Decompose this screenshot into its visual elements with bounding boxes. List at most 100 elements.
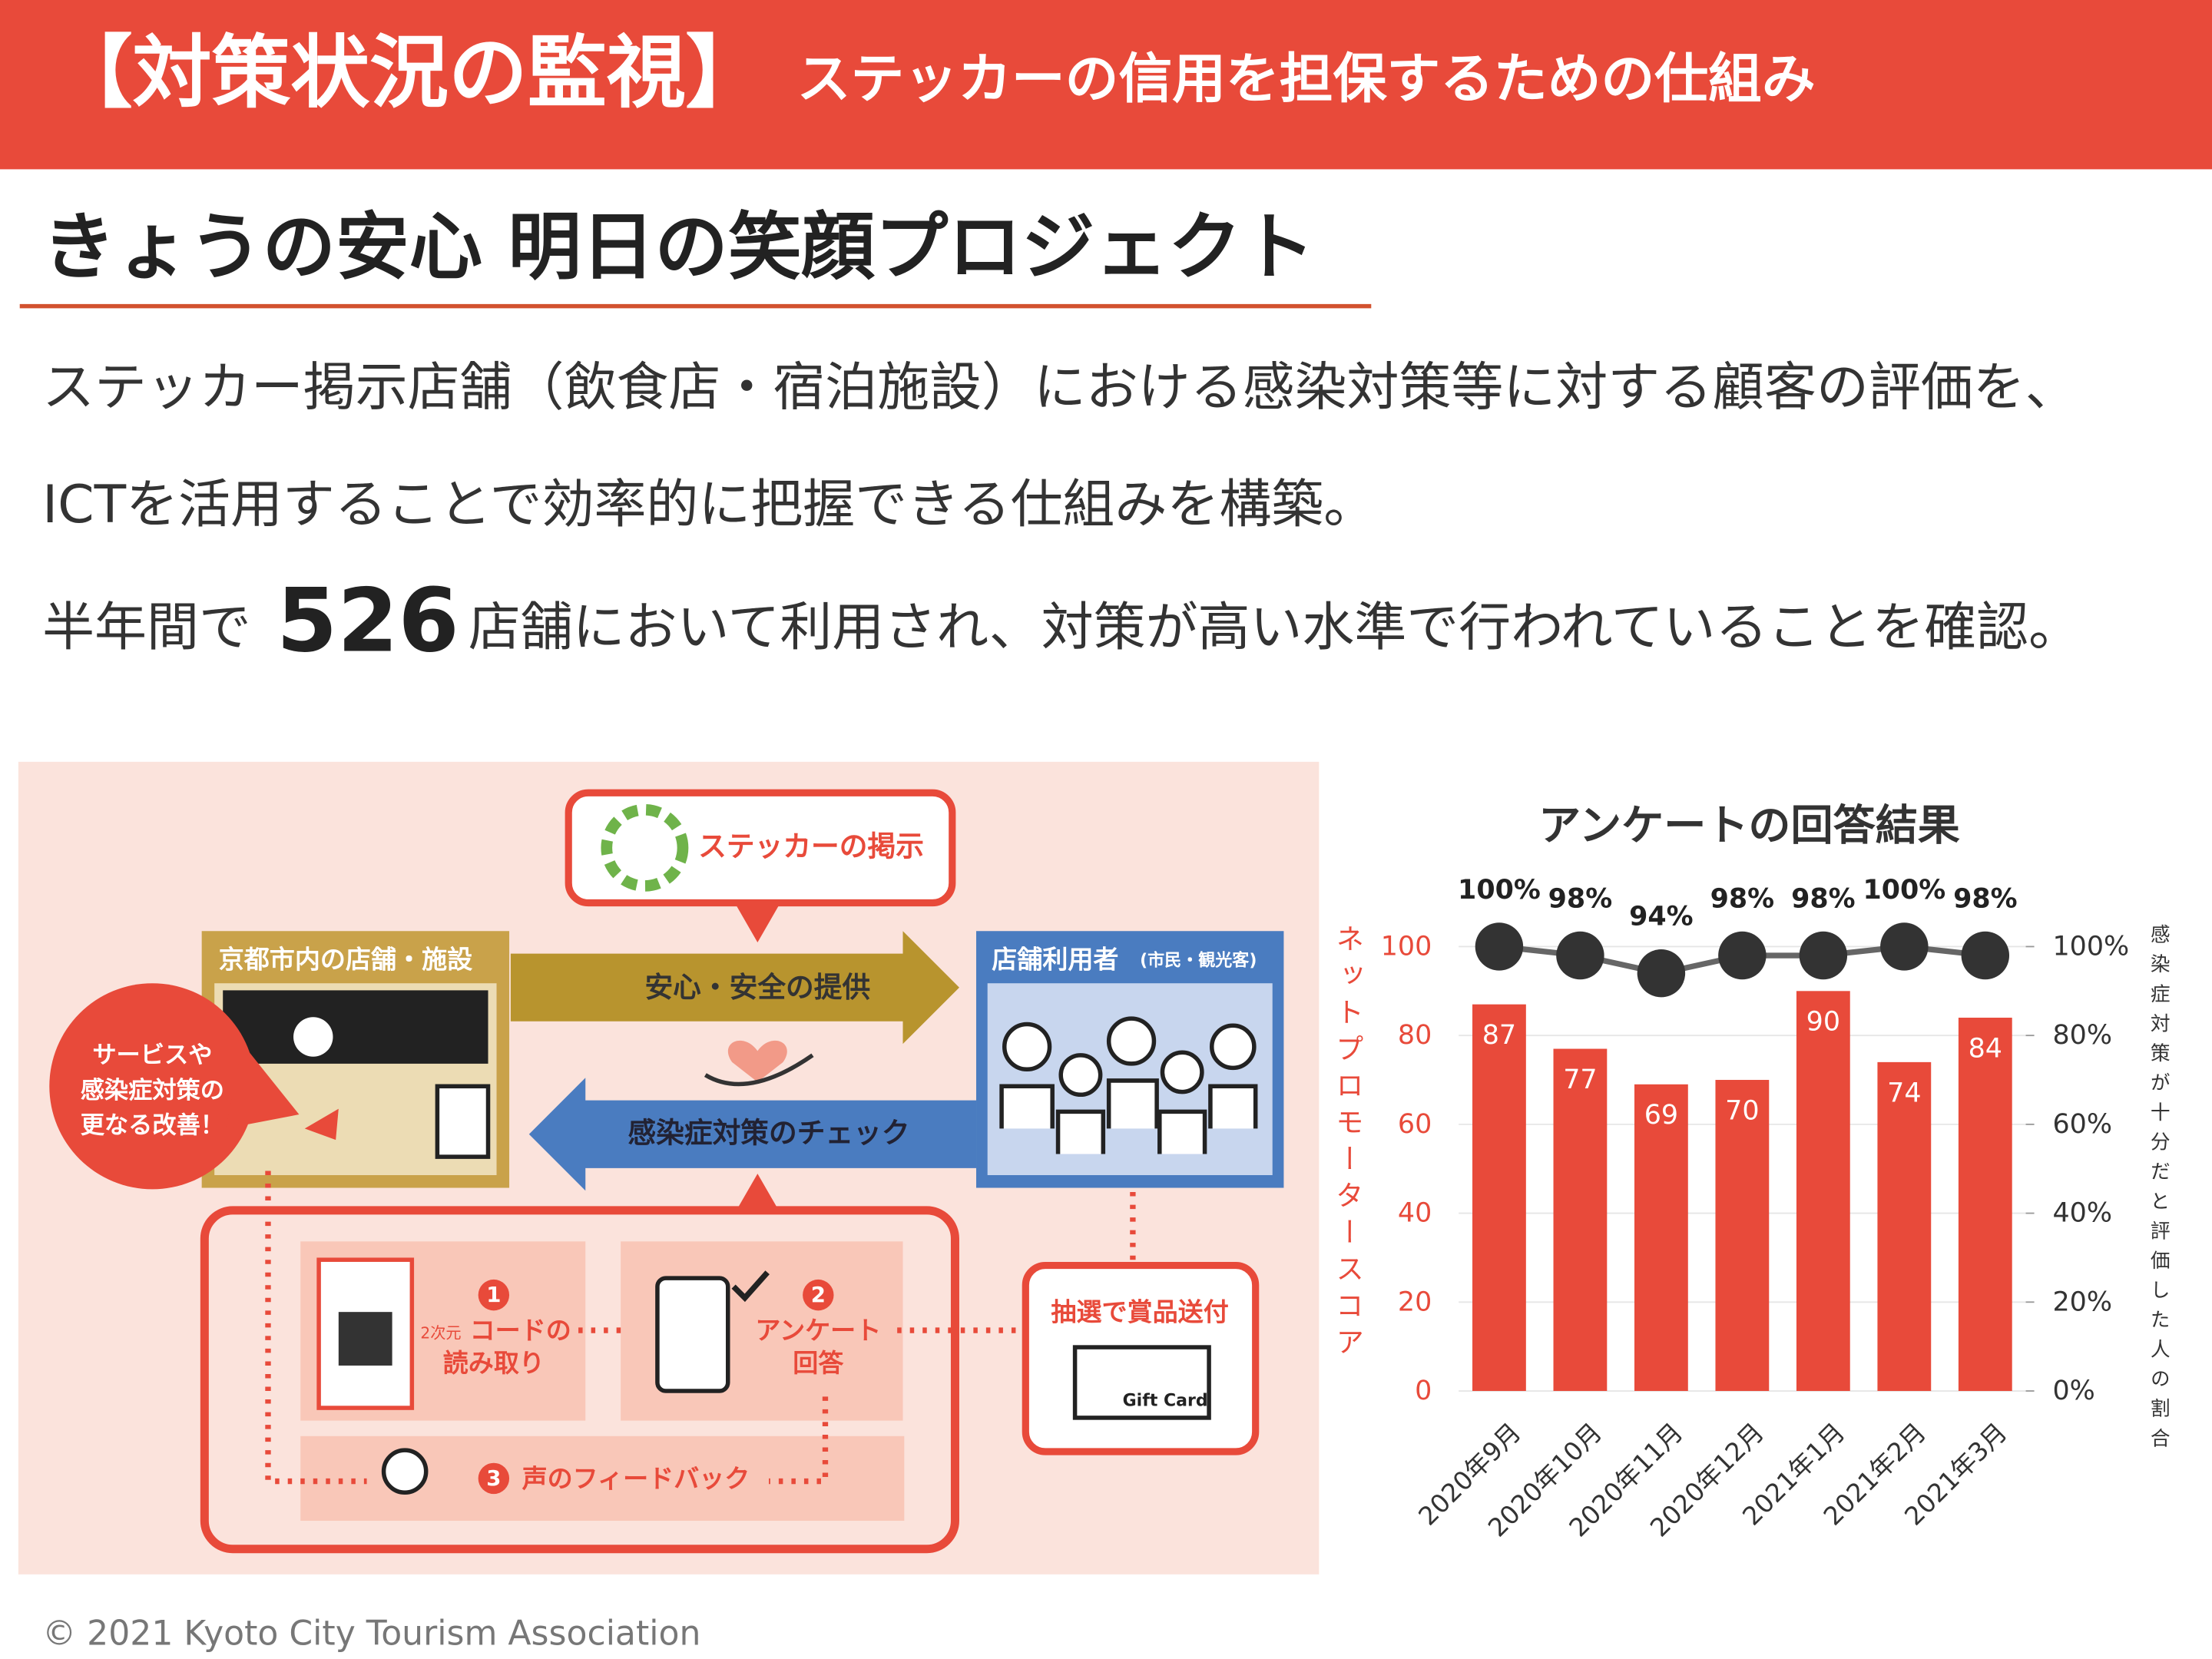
- header-subtitle: ステッカーの信用を担保するための仕組み: [797, 48, 1816, 110]
- bar: [1715, 1080, 1770, 1392]
- body-line: ステッカー掲示店舗（飲食店・宿泊施設）における感染対策等に対する顧客の評価を、: [42, 358, 2078, 419]
- line-dot: [1637, 949, 1686, 998]
- provide-label: 安心・安全の提供: [644, 971, 870, 1004]
- y2-tick-label: 0%: [2052, 1376, 2094, 1406]
- bar-value-label: 87: [1482, 1020, 1516, 1051]
- step-badge: [803, 1279, 834, 1311]
- improve-line: 感染症対策の: [81, 1077, 224, 1104]
- bar: [1877, 1061, 1932, 1392]
- improve-bubble: [49, 983, 256, 1190]
- line-dot: [1799, 931, 1848, 980]
- line-value-label: 98%: [1710, 884, 1774, 915]
- arrow: [304, 1108, 339, 1141]
- gift-card: [1072, 1345, 1211, 1420]
- line-dot: [1880, 922, 1929, 971]
- y-tick-label: 0: [1415, 1376, 1432, 1406]
- y2-tick-label: 80%: [2052, 1020, 2112, 1051]
- line-value-label: 100%: [1863, 875, 1945, 906]
- step-number: 2: [811, 1283, 826, 1307]
- y2-tick-label: 60%: [2052, 1109, 2112, 1140]
- bar: [1553, 1048, 1608, 1392]
- voice-icon: [381, 1448, 429, 1495]
- step-text: 回答: [793, 1348, 844, 1378]
- line-value-label: 98%: [1548, 884, 1612, 915]
- step-badge: [478, 1462, 510, 1495]
- bar-value-label: 77: [1563, 1065, 1597, 1095]
- summary-count: 526: [276, 570, 459, 672]
- bar-value-label: 70: [1725, 1095, 1759, 1126]
- heading: きょうの安心 明日の笑顔プロジェクト: [42, 204, 1315, 290]
- noren-mark: [293, 1017, 333, 1057]
- y2-tick-label: 20%: [2052, 1286, 2112, 1317]
- summary-prefix: 半年間で: [42, 598, 251, 658]
- step-text: コードの: [470, 1316, 571, 1346]
- bar-value-label: 74: [1887, 1078, 1921, 1108]
- body-line: ICTを活用することで効率的に把握できる仕組みを構築。: [42, 475, 1376, 535]
- prize-label: 抽選で賞品送付: [1051, 1297, 1228, 1327]
- cycle-frame: [200, 1206, 959, 1554]
- y2-axis-label: 感染症対策が十分だと評価した人の割合: [2147, 924, 2170, 1458]
- store-label: 京都市内の店舗・施設: [219, 944, 473, 974]
- y-tick-label: 80: [1398, 1020, 1432, 1051]
- y-axis-label: ネットプロモータースコア: [1331, 924, 1364, 1364]
- header-title: 【対策状況の監視】: [54, 28, 765, 119]
- footer: © 2021 Kyoto City Tourism Association: [42, 1614, 700, 1653]
- step-text: 読み取り: [443, 1348, 545, 1378]
- sticker-card: [316, 1257, 415, 1410]
- chart-title: アンケートの回答結果: [1538, 800, 1960, 849]
- summary-suffix: 店舗において利用され、対策が高い水準で行われていることを確認。: [469, 598, 2081, 658]
- step-prefix: 2次元: [420, 1324, 461, 1343]
- y2-tick-label: 100%: [2052, 931, 2129, 962]
- sticker-label: ステッカーの掲示: [698, 830, 924, 863]
- line-dot: [1556, 931, 1604, 980]
- improve-bubble-tail: [225, 1044, 300, 1129]
- bar-value-label: 90: [1806, 1007, 1840, 1038]
- y2-tick-label: 40%: [2052, 1198, 2112, 1229]
- bar: [1796, 991, 1850, 1392]
- bar: [1472, 1004, 1526, 1392]
- qr-code: [338, 1312, 392, 1366]
- check-icon: [731, 1270, 770, 1303]
- diagram: ステッカーの掲示 京都市内の店舗・施設 安心・安全の提供 店舗利用者 (市民・観…: [18, 761, 1320, 1575]
- sticker-icon: [601, 803, 689, 892]
- line-value-label: 94%: [1629, 902, 1693, 932]
- people-icon: [999, 1016, 1258, 1154]
- line-dot: [1718, 931, 1767, 980]
- register: [435, 1084, 491, 1159]
- heart-icon: [727, 1040, 787, 1082]
- step-number: 1: [486, 1283, 501, 1307]
- noren: [223, 990, 488, 1064]
- bar: [1958, 1018, 2012, 1392]
- bar-value-label: 84: [1969, 1033, 2002, 1064]
- gift-card-label: Gift Card: [1123, 1391, 1208, 1410]
- provide-arrow: [510, 931, 959, 1045]
- step-text: アンケート: [755, 1316, 881, 1346]
- y-tick-label: 100: [1381, 931, 1432, 962]
- y-tick-label: 60: [1398, 1109, 1432, 1140]
- bar: [1634, 1084, 1688, 1392]
- improve-line: サービスや: [92, 1041, 212, 1069]
- bar-value-label: 69: [1644, 1100, 1678, 1131]
- step-text: 声のフィードバック: [522, 1463, 750, 1493]
- user-note: (市民・観光客): [1140, 950, 1257, 970]
- line-dot: [1961, 931, 2010, 980]
- header-bar: [0, 0, 2212, 170]
- flow-dots: [265, 1171, 1136, 1485]
- y-tick-label: 40: [1398, 1198, 1432, 1229]
- check-arrow: [528, 1078, 977, 1191]
- line-value-label: 98%: [1791, 884, 1855, 915]
- user-label: 店舗利用者: [992, 944, 1118, 974]
- line-value-label: 98%: [1953, 884, 2017, 915]
- y-tick-label: 20: [1398, 1286, 1432, 1317]
- improve-line: 更なる改善！: [81, 1112, 224, 1140]
- hand-icon: [704, 1053, 814, 1087]
- line-dot: [1475, 922, 1524, 971]
- step-number: 3: [486, 1466, 501, 1491]
- phone-icon: [655, 1276, 730, 1393]
- check-label: 感染症対策のチェック: [628, 1116, 909, 1149]
- arrow-down: [736, 906, 779, 942]
- arrow-up: [736, 1174, 779, 1210]
- line-value-label: 100%: [1458, 875, 1541, 906]
